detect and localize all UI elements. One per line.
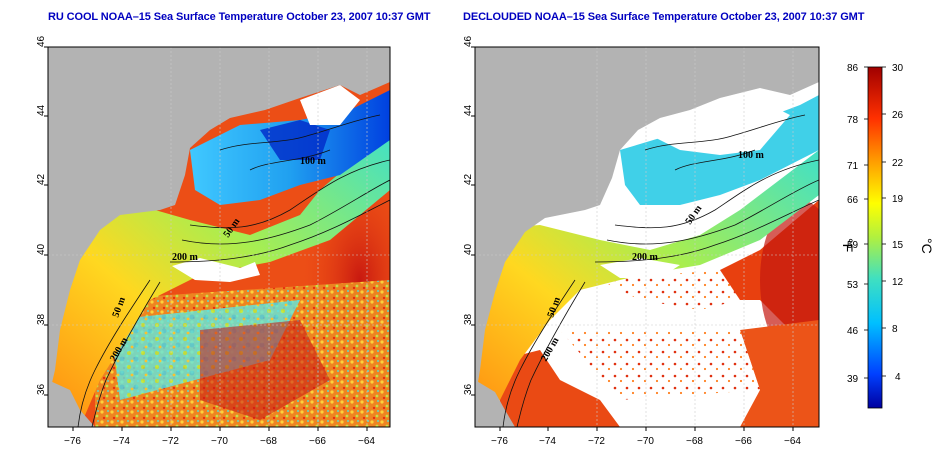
- right-cloud-patch-north: [640, 100, 790, 155]
- colorbar-gradient: [867, 66, 883, 409]
- celsius-tick: 12: [892, 277, 904, 288]
- celsius-tick: 4: [895, 372, 901, 383]
- lat-tick-label: 38: [463, 313, 474, 325]
- left-map-frame: [47, 46, 391, 428]
- right-lat-labels: 36 38 40 42 44 46: [463, 35, 474, 395]
- left-contour-label: 200 m: [172, 252, 199, 263]
- fahrenheit-tick: 86: [847, 63, 859, 74]
- left-map: 100 m 50 m 200 m 50 m 200 m: [48, 47, 390, 427]
- colorbar: 86 78 71 66 59 53 46 39 30 26 22 19 15 1…: [840, 63, 935, 409]
- lon-tick-label: −76: [491, 436, 508, 447]
- lat-tick-label: 42: [36, 173, 47, 185]
- fahrenheit-ticks: 86 78 71 66 59 53 46 39: [847, 63, 859, 385]
- right-southeast-warm: [740, 320, 819, 427]
- left-panel-title: RU COOL NOAA–15 Sea Surface Temperature …: [48, 11, 431, 23]
- left-lat-labels: 36 38 40 42 44 46: [36, 35, 47, 395]
- lat-tick-label: 36: [463, 383, 474, 395]
- right-land: [475, 47, 819, 400]
- fahrenheit-tick: 46: [847, 326, 859, 337]
- fahrenheit-tick: 66: [847, 195, 859, 206]
- celsius-tick: 22: [892, 158, 904, 169]
- right-map: 100 m 50 m 200 m 50 m 200 m: [475, 47, 819, 427]
- lat-tick-label: 46: [463, 35, 474, 47]
- left-cloud-patch: [172, 258, 260, 282]
- lon-tick-label: −76: [64, 436, 81, 447]
- left-cloud-patch-north: [300, 85, 360, 125]
- right-axis-ticks: [471, 46, 794, 431]
- right-contour-label: 100 m: [738, 150, 765, 161]
- celsius-tick: 30: [892, 63, 904, 74]
- lat-tick-label: 38: [36, 313, 47, 325]
- fahrenheit-tick: 59: [847, 240, 859, 251]
- celsius-tick: 26: [892, 110, 904, 121]
- lon-tick-label: −64: [784, 436, 801, 447]
- lon-tick-label: −68: [260, 436, 277, 447]
- celsius-tick: 15: [892, 240, 904, 251]
- lat-tick-label: 42: [463, 173, 474, 185]
- lon-tick-label: −66: [735, 436, 752, 447]
- colorbar-ticks: [864, 66, 886, 379]
- right-scattered-pixels: [600, 270, 740, 310]
- right-cloud-patch: [600, 258, 680, 278]
- lon-tick-label: −74: [539, 436, 556, 447]
- celsius-ticks: 30 26 22 19 15 12 8 4: [892, 63, 904, 383]
- fahrenheit-unit-label: °F: [840, 238, 856, 252]
- celsius-tick: 19: [892, 194, 904, 205]
- left-lon-labels: −76 −74 −72 −70 −68 −66 −64: [64, 436, 375, 447]
- lon-tick-label: −74: [113, 436, 130, 447]
- celsius-tick: 8: [892, 324, 898, 335]
- lon-tick-label: −72: [588, 436, 605, 447]
- fahrenheit-tick: 71: [847, 161, 859, 172]
- left-deep-cold: [260, 120, 330, 160]
- left-contour-label: 100 m: [300, 156, 327, 167]
- lon-tick-label: −64: [358, 436, 375, 447]
- lat-tick-label: 46: [36, 35, 47, 47]
- right-southwest-warm: [500, 350, 620, 427]
- right-scattered-pixels-south: [560, 330, 760, 400]
- lat-tick-label: 44: [36, 104, 47, 116]
- right-graticule: [475, 47, 819, 427]
- fahrenheit-tick: 53: [847, 280, 859, 291]
- left-axis-ticks: [44, 46, 368, 431]
- right-panel-title: DECLOUDED NOAA–15 Sea Surface Temperatur…: [463, 11, 865, 23]
- lon-tick-label: −68: [686, 436, 703, 447]
- left-graticule: [48, 47, 390, 427]
- right-contour-label: 200 m: [632, 252, 659, 263]
- lon-tick-label: −72: [162, 436, 179, 447]
- lat-tick-label: 40: [36, 243, 47, 255]
- lon-tick-label: −70: [637, 436, 654, 447]
- left-hot-speckles: [200, 320, 330, 420]
- lon-tick-label: −70: [211, 436, 228, 447]
- left-land-south: [48, 380, 95, 427]
- left-land: [48, 47, 390, 400]
- celsius-unit-label: °C: [919, 238, 935, 254]
- right-lon-labels: −76 −74 −72 −70 −68 −66 −64: [491, 436, 801, 447]
- lat-tick-label: 36: [36, 383, 47, 395]
- lon-tick-label: −66: [309, 436, 326, 447]
- lat-tick-label: 40: [463, 243, 474, 255]
- right-shelf-water: [475, 150, 819, 427]
- fahrenheit-tick: 78: [847, 115, 859, 126]
- right-gulf-core: [760, 200, 819, 360]
- fahrenheit-tick: 39: [847, 374, 859, 385]
- lat-tick-label: 44: [463, 104, 474, 116]
- right-map-frame: [474, 46, 820, 428]
